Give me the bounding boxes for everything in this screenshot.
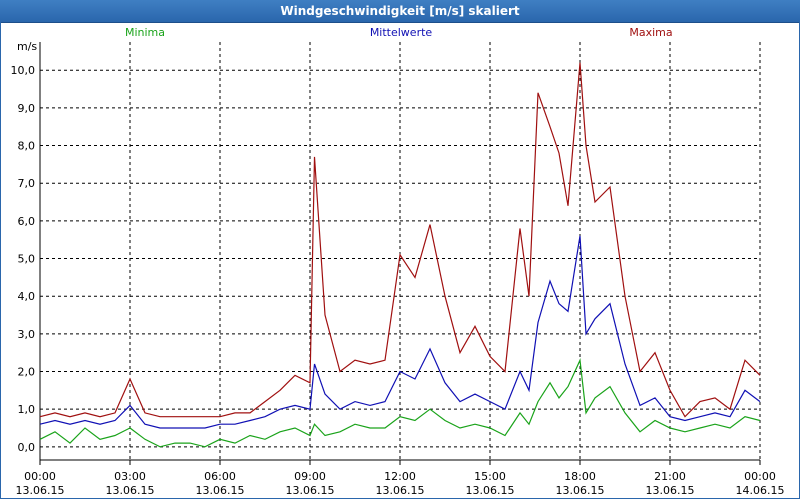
y-tick-label: 3,0 <box>18 328 36 341</box>
y-tick-label: 5,0 <box>18 253 36 266</box>
y-tick-label: 1,0 <box>18 403 36 416</box>
x-tick-date: 13.06.15 <box>286 484 335 497</box>
y-tick-label: 0,0 <box>18 441 36 454</box>
series-line-mittelwerte <box>39 235 761 429</box>
x-tick-date: 13.06.15 <box>646 484 695 497</box>
x-tick-time: 00:00 <box>744 470 776 483</box>
x-tick-date: 13.06.15 <box>466 484 515 497</box>
series-line-maxima <box>39 62 761 418</box>
series-line-minima <box>39 357 761 448</box>
x-tick-time: 21:00 <box>654 470 686 483</box>
series-lines <box>39 62 761 448</box>
x-tick-time: 09:00 <box>294 470 326 483</box>
x-tick-date: 13.06.15 <box>16 484 65 497</box>
y-tick-label: 7,0 <box>18 177 36 190</box>
y-tick-label: 10,0 <box>11 64 36 77</box>
grid <box>39 42 761 465</box>
y-tick-label: 6,0 <box>18 215 36 228</box>
x-tick-time: 03:00 <box>114 470 146 483</box>
x-tick-time: 00:00 <box>24 470 56 483</box>
legend: Minima Mittelwerte Maxima <box>125 26 673 39</box>
x-tick-time: 18:00 <box>564 470 596 483</box>
y-axis-label: m/s <box>17 40 37 53</box>
legend-maxima: Maxima <box>629 26 672 39</box>
x-tick-date: 13.06.15 <box>556 484 605 497</box>
x-tick-time: 06:00 <box>204 470 236 483</box>
x-tick-date: 14.06.15 <box>736 484 785 497</box>
y-tick-label: 8,0 <box>18 140 36 153</box>
y-tick-labels: 0,0 1,0 2,0 3,0 4,0 5,0 6,0 7,0 8,0 9,0 10,0 <box>11 64 36 454</box>
y-tick-label: 9,0 <box>18 102 36 115</box>
x-tick-date: 13.06.15 <box>196 484 245 497</box>
y-tick-label: 4,0 <box>18 290 36 303</box>
x-tick-labels: 00:0013.06.1503:0013.06.1506:0013.06.150… <box>16 470 785 497</box>
x-tick-time: 15:00 <box>474 470 506 483</box>
x-tick-time: 12:00 <box>384 470 416 483</box>
x-tick-date: 13.06.15 <box>106 484 155 497</box>
window-title: Windgeschwindigkeit [m/s] skaliert <box>0 0 800 23</box>
legend-mittelwerte: Mittelwerte <box>370 26 433 39</box>
x-tick-date: 13.06.15 <box>376 484 425 497</box>
y-tick-label: 2,0 <box>18 366 36 379</box>
legend-minima: Minima <box>125 26 165 39</box>
